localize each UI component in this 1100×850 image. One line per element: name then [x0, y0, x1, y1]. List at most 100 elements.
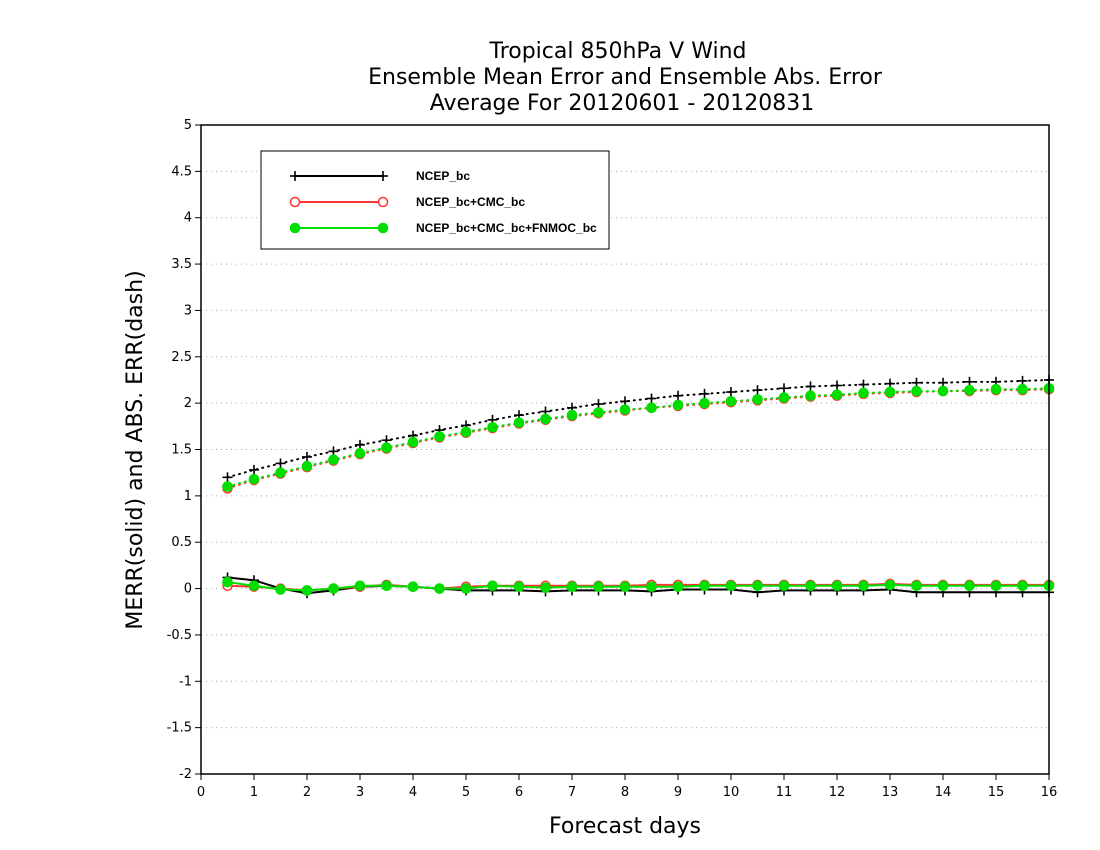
legend-label: NCEP_bc+CMC_bc+FNMOC_bc [416, 221, 597, 235]
abs-err-point [381, 442, 392, 453]
abs-err-point [699, 397, 710, 409]
abs-err-point [964, 384, 975, 396]
abs-err-point [911, 385, 922, 397]
legend-marker [378, 171, 388, 181]
abs-err-point [619, 404, 631, 415]
x-tick-label: 2 [303, 785, 311, 800]
merr-point [407, 581, 419, 593]
legend-items: NCEP_bc NCEP_bc+CMC_bc NCEP_bc+CMC_bc+FNMO… [289, 169, 597, 235]
y-tick-label: 4 [184, 211, 192, 226]
abs-err-line-2 [226, 387, 1050, 488]
merr-point [911, 580, 922, 592]
merr-point [858, 580, 869, 592]
legend-label: NCEP_bc [416, 169, 470, 183]
abs-err-point [858, 387, 869, 399]
abs-err-point [884, 386, 896, 398]
abs-err-point [673, 390, 683, 401]
abs-err-point [249, 464, 259, 475]
x-tick-label: 6 [515, 785, 523, 800]
abs-err-point [1017, 383, 1028, 395]
x-tick-label: 9 [674, 785, 682, 800]
legend-marker [290, 171, 300, 181]
abs-err-point [407, 436, 419, 448]
y-tick-label: -0.5 [167, 628, 192, 643]
merr-point [540, 582, 551, 593]
y-tick-label: -1.5 [167, 721, 192, 736]
x-tick-label: 3 [356, 785, 364, 800]
axis-ticks: -2-1.5-1-0.500.511.522.533.544.550 1 2 3 4 5 6… [167, 118, 1058, 800]
legend-item-2: NCEP_bc+CMC_bc+FNMOC_bc [289, 221, 597, 235]
abs-err-point [646, 402, 657, 414]
abs-err-point [699, 388, 710, 399]
abs-err-point [831, 389, 843, 401]
abs-err-line-1 [226, 388, 1050, 490]
x-axis-title: Forecast days [549, 814, 701, 839]
abs-err-point [726, 387, 736, 398]
legend: NCEP_bc NCEP_bc+CMC_bc NCEP_bc+CMC_bc+FNMO… [260, 150, 610, 250]
abs-err-point [779, 383, 789, 394]
x-tick-label: 10 [723, 785, 740, 800]
merr-point [937, 580, 949, 592]
merr-point [248, 580, 260, 592]
x-tick-label: 0 [197, 785, 205, 800]
x-tick-label: 15 [988, 785, 1005, 800]
y-tick-label: 3.5 [171, 257, 192, 272]
x-tick-label: 5 [462, 785, 470, 800]
x-tick-label: 14 [935, 785, 952, 800]
merr-point [831, 580, 843, 592]
merr-point [778, 580, 790, 592]
x-tick-label: 1 [250, 785, 258, 800]
y-tick-label: 0.5 [171, 535, 192, 550]
abs-err-point [646, 393, 657, 404]
merr-point [460, 583, 472, 594]
abs-err-point [354, 447, 366, 459]
legend-item-1: NCEP_bc+CMC_bc [289, 195, 525, 209]
legend-item-0: NCEP_bc [290, 169, 470, 183]
merr-point [884, 579, 896, 591]
abs-err-point [248, 473, 260, 485]
title-line-2: Ensemble Mean Error and Ensemble Abs. Er… [368, 65, 883, 90]
abs-err-point [275, 458, 286, 469]
title-line-3: Average For 20120601 - 20120831 [430, 91, 815, 116]
abs-err-point [302, 451, 312, 462]
abs-err-point [778, 392, 790, 403]
abs-err-point [328, 454, 339, 465]
merr-point [593, 581, 604, 593]
merr-point [301, 585, 313, 596]
merr-point [672, 581, 684, 593]
merr-point [354, 580, 366, 592]
merr-point [381, 580, 392, 592]
x-tick-label: 16 [1041, 785, 1058, 800]
y-tick-label: 2.5 [171, 350, 192, 365]
merr-line-2 [227, 581, 1049, 592]
merr-point [513, 581, 525, 593]
merr-point [619, 581, 631, 593]
y-tick-label: 0 [184, 582, 192, 597]
legend-marker [377, 196, 389, 208]
legend-marker [377, 222, 389, 234]
y-tick-label: -1 [179, 674, 192, 689]
abs-err-point [832, 380, 842, 391]
abs-err-point [805, 381, 816, 392]
abs-err-point [513, 417, 525, 428]
abs-err-point [540, 413, 551, 425]
series-2 [222, 383, 1055, 596]
merr-point [328, 583, 339, 594]
merr-point [699, 580, 710, 592]
abs-err-point [752, 385, 763, 396]
x-tick-label: 4 [409, 785, 417, 800]
abs-err-point [672, 399, 684, 411]
y-axis-title: MERR(solid) and ABS. ERR(dash) [123, 270, 148, 629]
title-line-1: Tropical 850hPa V Wind [488, 39, 746, 64]
merr-point [566, 581, 578, 593]
merr-point [487, 580, 498, 592]
abs-err-point [725, 395, 737, 407]
merr-point [990, 580, 1002, 592]
merr-point [222, 576, 233, 588]
chart-title: Tropical 850hPa V Wind Ensemble Mean Err… [368, 39, 883, 116]
legend-box [260, 150, 610, 250]
abs-err-point [222, 472, 233, 483]
abs-err-point [593, 407, 604, 418]
merr-point [964, 580, 975, 592]
